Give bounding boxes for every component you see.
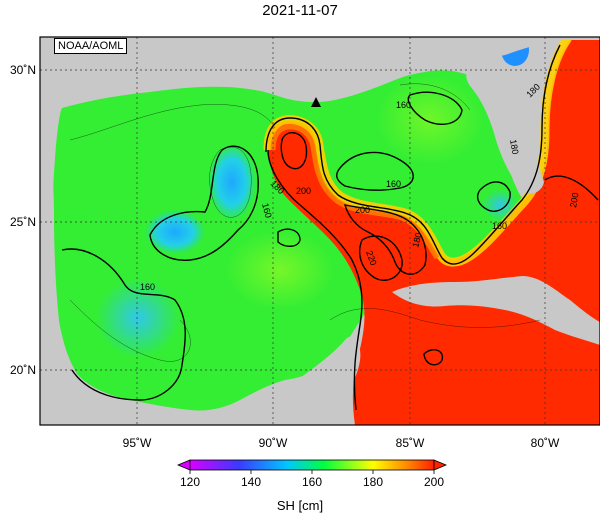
- colorbar-tick-label: 140: [241, 475, 261, 489]
- contour-label: 200: [355, 205, 370, 215]
- contour-160-florida-shelf: [407, 91, 463, 126]
- colorbar-label: SH [cm]: [276, 498, 324, 513]
- colorbar-tick-label: 180: [363, 475, 383, 489]
- mexico-coast: [40, 114, 240, 425]
- lon-tick-label: 80˚W: [531, 436, 560, 450]
- contour-180-inner: [267, 149, 363, 411]
- warm-loop-current: [268, 37, 600, 425]
- contour-180-loop: [265, 44, 561, 265]
- station-marker-icon: [311, 97, 321, 107]
- contour-200-loop: [280, 132, 308, 170]
- contour-180-east: [544, 175, 599, 201]
- map-title: 2021-11-07: [262, 2, 338, 19]
- contour-label: 220: [364, 249, 379, 267]
- contour-160-north: [336, 151, 414, 191]
- colorbar-tick-label: 200: [424, 475, 444, 489]
- colorbar-tick-label: 120: [180, 475, 200, 489]
- cold-eddy-southwest: [96, 278, 180, 358]
- map-frame: [39, 36, 600, 426]
- contour-label: 160: [260, 202, 274, 219]
- minor-contours: [69, 83, 541, 362]
- colorbar-gradient: [189, 459, 435, 471]
- us-gulf-coast: [40, 37, 600, 114]
- contour-label: 200: [568, 192, 580, 209]
- lat-tick-label: 30˚N: [10, 63, 36, 77]
- contour-label: 160: [396, 100, 411, 110]
- contour-label: 160: [386, 179, 401, 189]
- contour-eddy-small: [277, 228, 301, 247]
- contour-label: 160: [140, 282, 155, 292]
- lon-tick-label: 90˚W: [259, 436, 288, 450]
- lon-axis: 95˚W 90˚W 85˚W 80˚W: [123, 436, 560, 450]
- yucatan-peninsula: [240, 336, 361, 425]
- credit-label: NOAA/AOML: [54, 38, 128, 54]
- contour-160-se: [476, 181, 511, 212]
- contour-200-band: [343, 204, 427, 275]
- florida: [466, 67, 544, 194]
- cuba: [392, 276, 600, 345]
- colorbar-tick-label: 160: [302, 475, 322, 489]
- contour-label: 180: [410, 231, 424, 248]
- contour-label: 200: [296, 186, 311, 196]
- contour-220: [358, 235, 403, 281]
- colorbar-right-arrow: [433, 459, 448, 471]
- contour-160-southwest: [61, 248, 186, 401]
- contour-eddy-south: [423, 349, 444, 366]
- contour-160-central: [149, 145, 259, 261]
- major-contours: [61, 44, 599, 411]
- contour-label: 180: [508, 139, 520, 156]
- warm-core-edge: [270, 124, 440, 260]
- shelf-band: [225, 230, 335, 310]
- lon-tick-label: 95˚W: [123, 436, 152, 450]
- colorbar-left-arrow: [176, 459, 191, 471]
- colorbar: 120 140 160 180 200: [176, 459, 448, 489]
- florida-shelf: [375, 75, 485, 165]
- map-canvas: 160 160 180 200 160 180 200 220 180 160 …: [40, 37, 600, 425]
- contour-label: 160: [492, 221, 507, 231]
- lon-tick-label: 85˚W: [396, 436, 425, 450]
- lat-axis: 30˚N 25˚N 20˚N: [10, 63, 36, 377]
- cold-eddy-central: [208, 144, 256, 220]
- cold-eddy-se: [482, 189, 518, 221]
- lat-tick-label: 20˚N: [10, 363, 36, 377]
- contour-labels: 160 160 180 200 160 180 200 220 180 160 …: [140, 82, 581, 292]
- lat-tick-label: 25˚N: [10, 215, 36, 229]
- cold-eddy-west: [145, 210, 205, 254]
